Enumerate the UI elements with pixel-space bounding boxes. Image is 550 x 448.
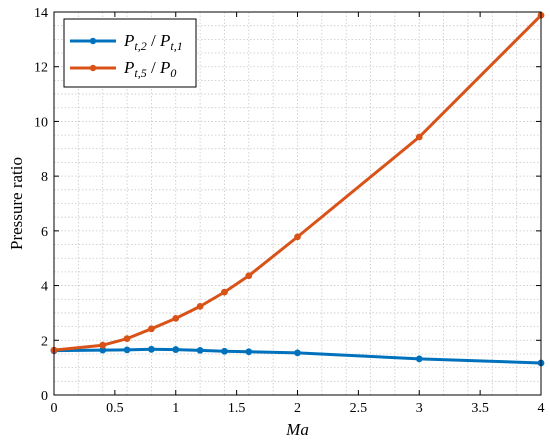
data-point-1 <box>245 272 253 280</box>
y-tick-label: 2 <box>41 334 48 349</box>
data-point-0 <box>294 349 301 357</box>
legend-label-0-slash: / <box>147 31 160 50</box>
y-tick-label: 6 <box>41 225 48 240</box>
series-1 <box>50 11 545 354</box>
data-point-0 <box>415 355 423 363</box>
data-point-0 <box>123 346 131 354</box>
legend: Pt,2 / Pt,1 Pt,5 / P0 <box>63 18 197 88</box>
legend-label-0-p2: P <box>159 31 170 50</box>
y-tick-label: 4 <box>41 280 48 295</box>
legend-label-1-sub2: 0 <box>170 66 176 80</box>
legend-label-1-p1: P <box>123 58 134 77</box>
legend-entry-0: Pt,2 / Pt,1 <box>70 31 183 53</box>
data-point-0 <box>245 348 253 356</box>
data-point-1 <box>172 315 180 322</box>
data-point-0 <box>172 346 180 353</box>
legend-label-1-sub1: t,5 <box>134 66 146 80</box>
x-tick-label: 0 <box>51 401 58 416</box>
x-tick-label: 3.5 <box>471 401 489 416</box>
y-axis-title: Pressure ratio <box>7 157 26 250</box>
x-tick-label: 2.5 <box>350 401 368 416</box>
data-point-1 <box>99 341 107 349</box>
data-point-0 <box>221 347 228 355</box>
x-tick-label: 3 <box>416 401 423 416</box>
data-point-1 <box>294 233 301 241</box>
legend-label-0: Pt,2 / Pt,1 <box>123 31 183 53</box>
legend-marker-1 <box>89 64 97 72</box>
legend-entry-1: Pt,5 / P0 <box>70 58 176 80</box>
ticks: 0 0.5 1 1.5 2 2.5 3 3.5 4 0 2 4 6 8 10 12 14 <box>34 6 545 416</box>
legend-label-0-sub2: t,1 <box>170 39 182 53</box>
y-tick-label: 12 <box>34 61 48 76</box>
legend-label-1-slash: / <box>147 58 160 77</box>
y-tick-label: 8 <box>41 170 48 185</box>
data-point-1 <box>221 288 228 296</box>
legend-label-1-p2: P <box>159 58 170 77</box>
y-tick-label: 10 <box>34 115 48 130</box>
legend-label-1: Pt,5 / P0 <box>123 58 176 80</box>
data-point-1 <box>123 335 131 343</box>
legend-label-0-sub1: t,2 <box>134 39 146 53</box>
data-point-1 <box>415 133 423 141</box>
legend-marker-0 <box>89 37 97 45</box>
y-tick-label: 14 <box>34 6 48 21</box>
x-tick-label: 0.5 <box>106 401 124 416</box>
x-tick-label: 2 <box>294 401 301 416</box>
y-tick-label: 0 <box>41 389 48 404</box>
data-point-1 <box>196 302 204 310</box>
x-axis-title: Ma <box>285 420 309 439</box>
x-tick-label: 1.5 <box>228 401 246 416</box>
x-tick-label: 4 <box>538 401 545 416</box>
x-tick-label: 1 <box>172 401 179 416</box>
data-point-1 <box>148 325 155 333</box>
data-point-0 <box>196 347 204 354</box>
legend-box <box>63 18 197 88</box>
data-point-0 <box>148 345 155 353</box>
data-point-0 <box>99 346 107 354</box>
legend-label-0-p1: P <box>123 31 134 50</box>
